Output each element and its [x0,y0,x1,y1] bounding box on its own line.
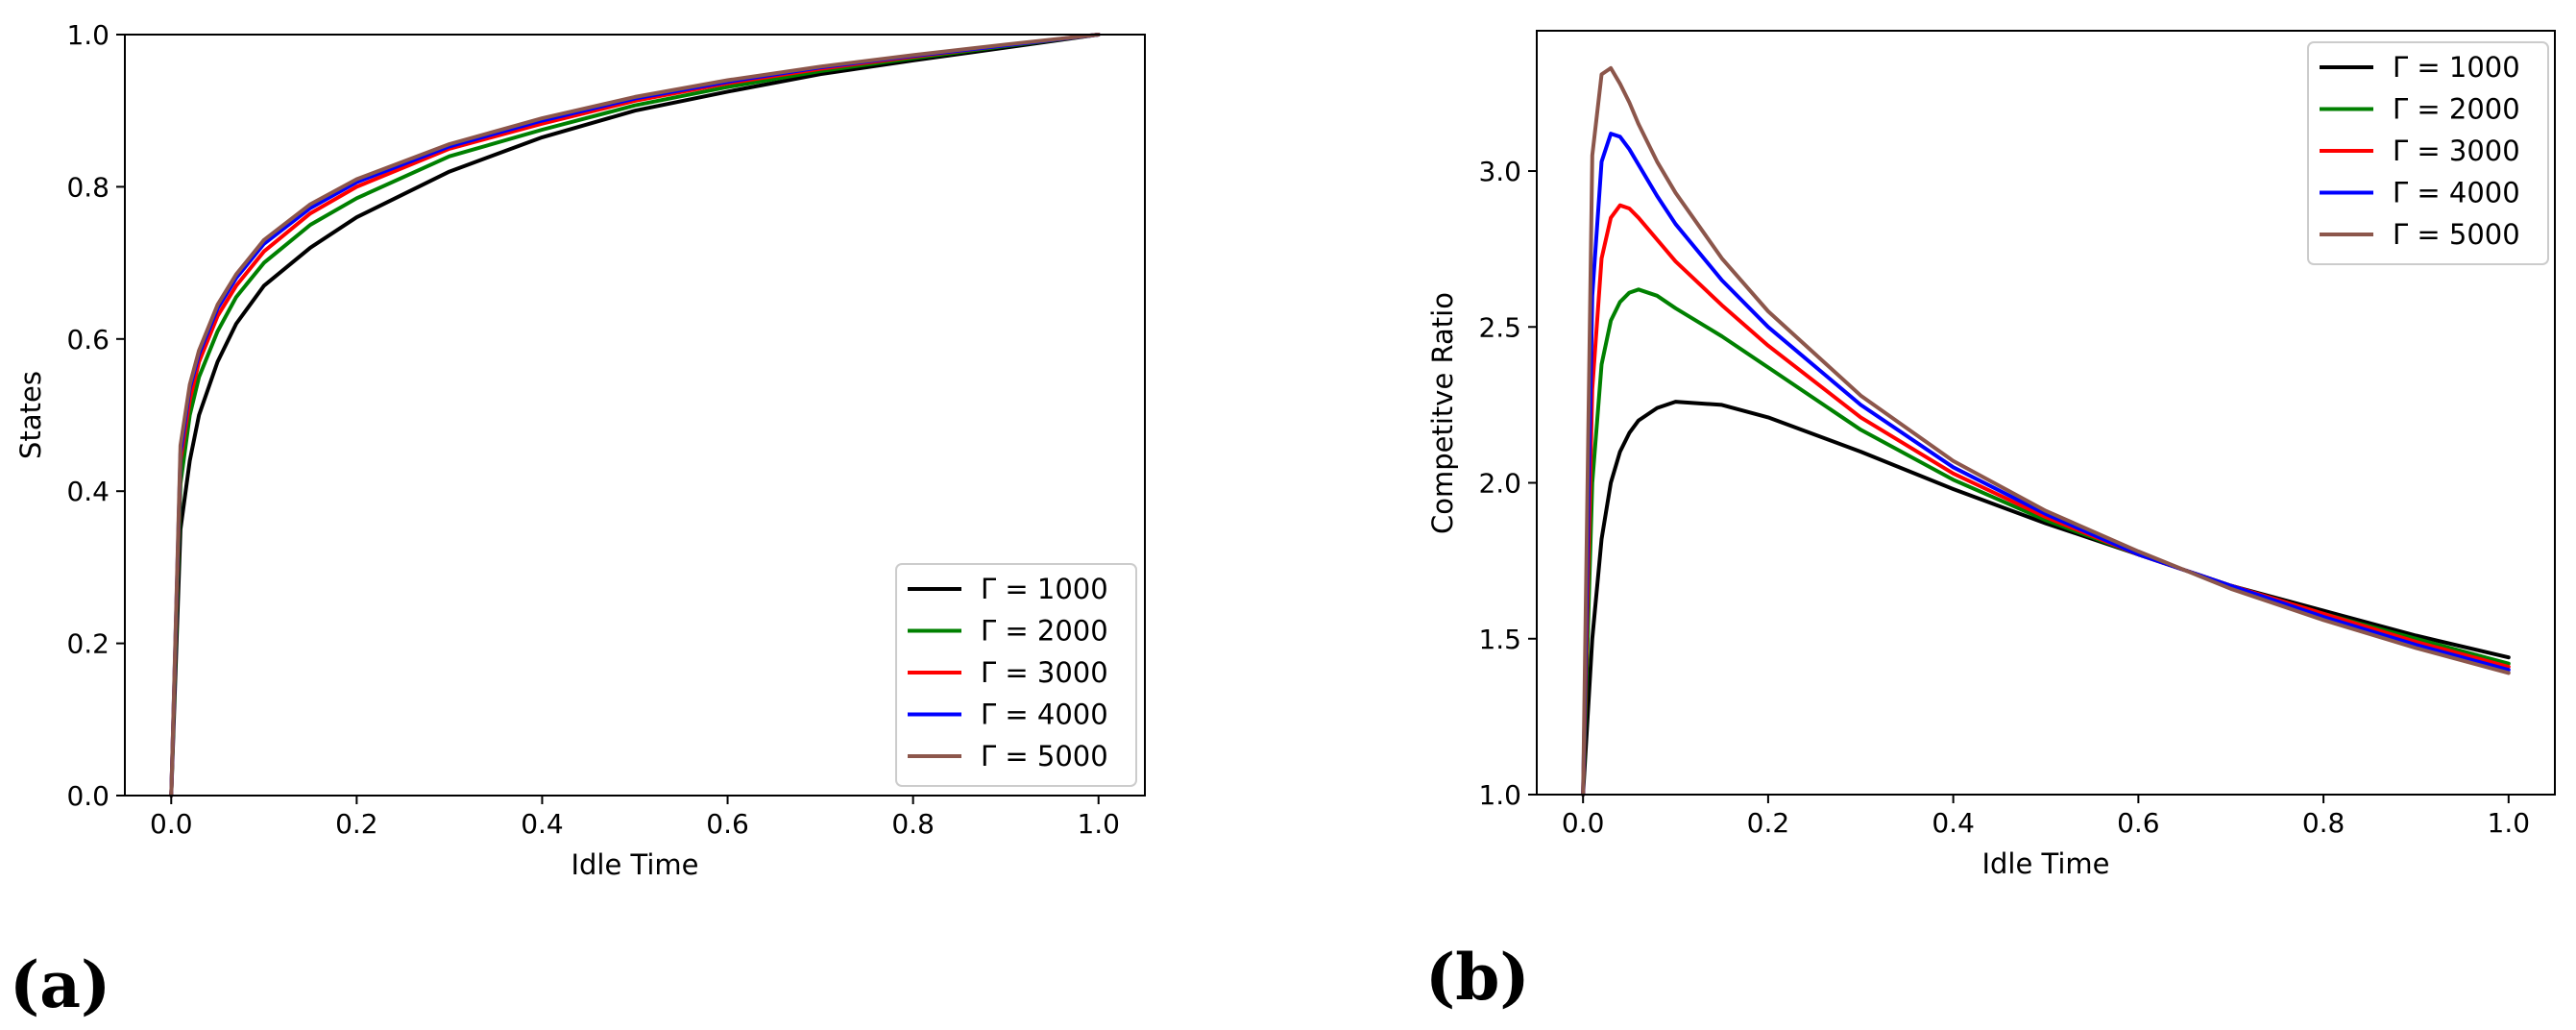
chart-a: 0.0 0.2 0.4 0.6 0.8 1.0 0.0 0.2 0.4 0.6 0.8 1.0 Id… [10,19,1146,1022]
chart-a-xticks: 0.0 0.2 0.4 0.6 0.8 1.0 [150,796,1120,840]
chart-b-xtick-label: 0.4 [1932,807,1975,839]
chart-b-legend-label-4: Γ = 4000 [2393,177,2520,209]
chart-a-xtick-label: 0.0 [150,808,193,840]
chart-b-xtick-label: 0.2 [1747,807,1790,839]
chart-a-legend-box [895,563,1137,787]
chart-a-series [169,33,1101,797]
chart-b-series-line-1 [1581,400,2511,797]
chart-b-series [1581,65,2511,797]
chart-a-xtick-label: 0.8 [891,808,935,840]
chart-a-ytick-label: 1.0 [66,19,109,51]
chart-b-xticks: 0.0 0.2 0.4 0.6 0.8 1.0 [1562,795,2530,839]
chart-a-legend: Γ = 1000 Γ = 2000 Γ = 3000 Γ = 4000 Γ = 5000 [895,563,1137,787]
chart-b-xtick-label: 1.0 [2488,807,2531,839]
chart-b-legend-label-2: Γ = 2000 [2393,93,2520,126]
chart-b-xlabel: Idle Time [1981,847,2109,880]
chart-b-series-line-5 [1581,65,2511,797]
chart-a-legend-label-2: Γ = 2000 [981,615,1108,648]
chart-b-ytick-label: 2.5 [1478,311,1521,343]
chart-b-ytick-label: 2.0 [1478,468,1521,500]
chart-a-legend-label-1: Γ = 1000 [981,573,1108,605]
chart-b-series-line-3 [1581,203,2511,797]
chart-a-series-line-5 [169,33,1101,797]
chart-a-yticks: 0.0 0.2 0.4 0.6 0.8 1.0 [66,19,125,812]
chart-a-panel-label: (a) [10,947,110,1022]
chart-b-legend-label-3: Γ = 3000 [2393,135,2520,167]
chart-a-ytick-label: 0.2 [66,628,109,660]
chart-b-xtick-label: 0.8 [2302,807,2345,839]
chart-b: 0.0 0.2 0.4 0.6 0.8 1.0 1.0 1.5 2.0 2.5 3.0 Idle … [1425,30,2556,1015]
chart-a-xtick-label: 0.2 [335,808,378,840]
chart-a-ytick-label: 0.4 [66,476,109,507]
chart-b-panel-label: (b) [1425,940,1530,1015]
chart-b-ytick-label: 3.0 [1478,156,1521,187]
chart-b-frame [1536,30,2556,796]
chart-b-legend-label-5: Γ = 5000 [2393,218,2520,251]
chart-a-xlabel: Idle Time [571,848,698,881]
chart-a-ytick-label: 0.6 [66,324,109,356]
chart-b-series-line-2 [1581,287,2511,797]
chart-a-ytick-label: 0.8 [66,171,109,203]
chart-b-xtick-label: 0.0 [1562,807,1605,839]
chart-a-xtick-label: 0.4 [521,808,564,840]
chart-b-legend: Γ = 1000 Γ = 2000 Γ = 3000 Γ = 4000 Γ = 5000 [2307,41,2549,265]
chart-b-ytick-label: 1.5 [1478,624,1521,655]
chart-b-ylabel: Competitve Ratio [1426,292,1459,534]
chart-a-ylabel: States [14,371,47,459]
chart-b-series-line-4 [1581,132,2511,797]
chart-b-xtick-label: 0.6 [2117,807,2160,839]
chart-a-ytick-label: 0.0 [66,780,109,812]
chart-a-xtick-label: 0.6 [706,808,749,840]
chart-a-frame [124,34,1146,797]
chart-a-legend-label-3: Γ = 3000 [981,656,1108,689]
chart-a-legend-label-4: Γ = 4000 [981,699,1108,731]
chart-b-legend-box [2307,41,2549,265]
chart-a-series-line-1 [169,33,1101,797]
chart-b-ytick-label: 1.0 [1478,779,1521,811]
chart-a-series-line-2 [169,33,1101,797]
chart-a-legend-label-5: Γ = 5000 [981,740,1108,772]
chart-b-legend-label-1: Γ = 1000 [2393,51,2520,84]
chart-a-xtick-label: 1.0 [1077,808,1120,840]
chart-b-yticks: 1.0 1.5 2.0 2.5 3.0 [1478,156,1537,811]
